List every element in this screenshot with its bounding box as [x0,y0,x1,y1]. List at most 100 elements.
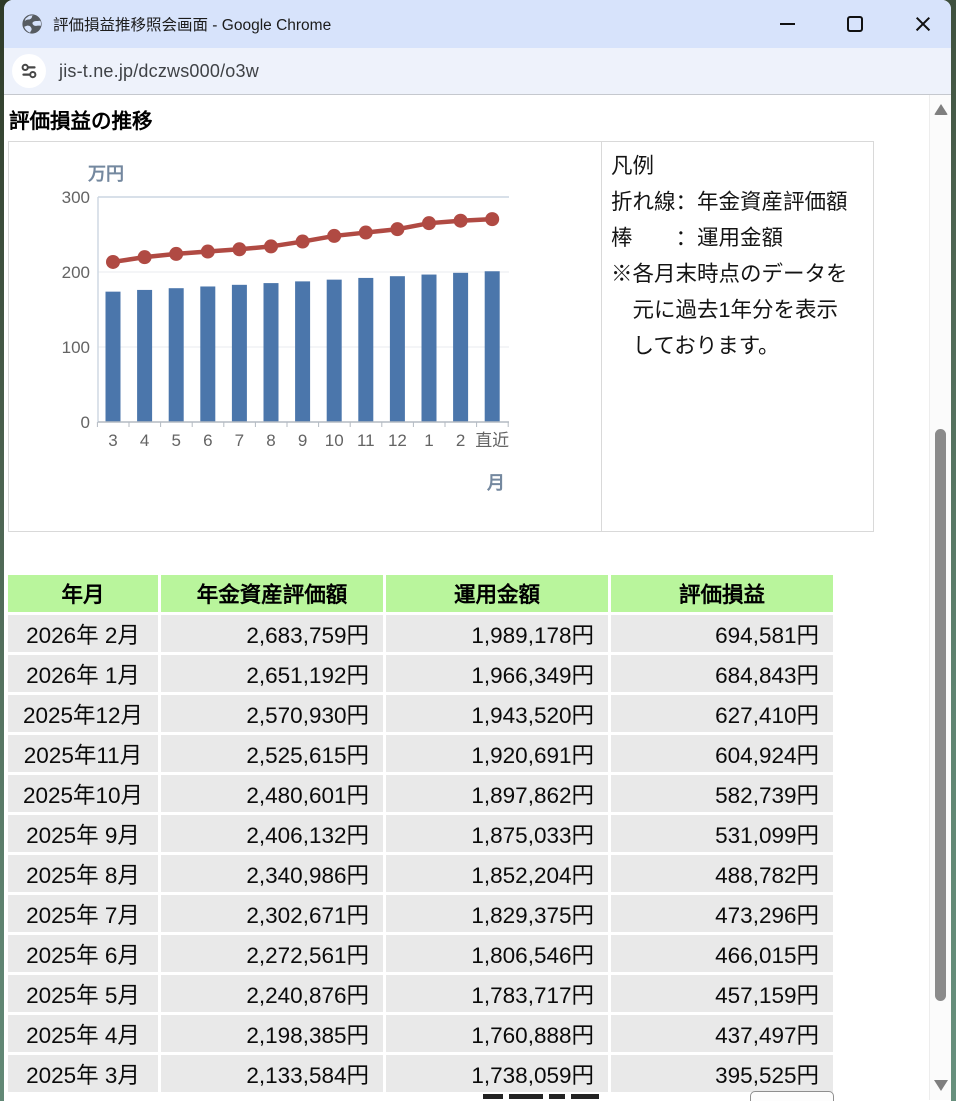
table-row: 2025年 4月 2,198,385円 1,760,888円 437,497円 [8,1015,833,1052]
cell-value: 437,497円 [611,1015,833,1052]
cell-value: 1,875,033円 [386,815,608,852]
table-row: 2026年 1月 2,651,192円 1,966,349円 684,843円 [8,655,833,692]
cell-yearmonth: 2025年 3月 [8,1055,158,1092]
svg-text:8: 8 [266,431,275,450]
site-settings-button[interactable] [12,54,46,88]
table-row: 2025年 5月 2,240,876円 1,783,717円 457,159円 [8,975,833,1012]
legend-line-5: しております。 [611,334,780,358]
column-header-3: 評価損益 [611,575,833,612]
cell-value: 604,924円 [611,735,833,772]
cell-value: 2,525,615円 [161,735,383,772]
cell-yearmonth: 2026年 2月 [8,615,158,652]
cell-value: 694,581円 [611,615,833,652]
url-bar[interactable]: jis-t.ne.jp/dczws000/o3w [4,48,951,95]
cell-value: 1,897,862円 [386,775,608,812]
cell-value: 2,133,584円 [161,1055,383,1092]
cell-yearmonth: 2025年10月 [8,775,158,812]
close-button[interactable] [901,4,945,44]
svg-text:100: 100 [62,338,90,357]
cell-value: 582,739円 [611,775,833,812]
cell-value: 1,852,204円 [386,855,608,892]
window-title: 評価損益推移照会画面 - Google Chrome [53,17,332,34]
cell-value: 457,159円 [611,975,833,1012]
tune-icon [21,63,37,79]
data-table: 年月 年金資産評価額 運用金額 評価損益 2026年 2月 2,683,759円 1,98… [5,572,836,1095]
cell-yearmonth: 2025年 7月 [8,895,158,932]
browser-window: 評価損益推移照会画面 - Google Chrome jis-t.ne.jp/d… [4,0,951,1101]
table-row: 2025年12月 2,570,930円 1,943,520円 627,410円 [8,695,833,732]
scrollbar-down-button[interactable] [934,1080,948,1091]
cell-value: 2,406,132円 [161,815,383,852]
page-content: 評価損益の推移 0 100 200 300 3 4 5 6 7 8 9 10 11 12 1 2 直近 万円月 凡… [4,95,951,1101]
svg-text:11: 11 [357,431,375,450]
cell-value: 531,099円 [611,815,833,852]
maximize-icon [847,16,863,32]
cell-yearmonth: 2025年 6月 [8,935,158,972]
table-row: 2025年11月 2,525,615円 1,920,691円 604,924円 [8,735,833,772]
cell-value: 1,760,888円 [386,1015,608,1052]
clipped-footer-text [483,1094,599,1100]
minimize-icon [779,23,795,25]
svg-text:4: 4 [140,431,149,450]
scrollbar-thumb[interactable] [935,429,946,1001]
legend-line-0: 凡例 [611,154,655,178]
svg-text:0: 0 [81,413,90,432]
column-header-1: 年金資産評価額 [161,575,383,612]
cell-value: 1,738,059円 [386,1055,608,1092]
clipped-footer-button[interactable] [750,1091,834,1101]
cell-yearmonth: 2025年 8月 [8,855,158,892]
table-row: 2025年 6月 2,272,561円 1,806,546円 466,015円 [8,935,833,972]
cell-yearmonth: 2025年 9月 [8,815,158,852]
cell-value: 2,340,986円 [161,855,383,892]
cell-value: 2,480,601円 [161,775,383,812]
page-title: 評価損益の推移 [9,110,153,133]
maximize-button[interactable] [833,4,877,44]
address-url-text[interactable]: jis-t.ne.jp/dczws000/o3w [59,60,259,81]
svg-text:1: 1 [424,431,433,450]
cell-value: 2,570,930円 [161,695,383,732]
cell-value: 2,302,671円 [161,895,383,932]
cell-value: 1,943,520円 [386,695,608,732]
svg-text:10: 10 [325,431,344,450]
cell-value: 1,989,178円 [386,615,608,652]
column-header-2: 運用金額 [386,575,608,612]
chart-panel: 0 100 200 300 3 4 5 6 7 8 9 10 11 12 1 2 直近 万円月 [9,142,601,531]
close-icon [915,16,931,32]
legend-line-4: 元に過去1年分を表示 [611,298,838,322]
table-row: 2025年 8月 2,340,986円 1,852,204円 488,782円 [8,855,833,892]
svg-text:3: 3 [108,431,117,450]
table-row: 2025年 7月 2,302,671円 1,829,375円 473,296円 [8,895,833,932]
table-row: 2026年 2月 2,683,759円 1,989,178円 694,581円 [8,615,833,652]
cell-value: 2,240,876円 [161,975,383,1012]
scrollbar-up-button[interactable] [934,104,948,115]
table-wrap: 年月 年金資産評価額 運用金額 評価損益 2026年 2月 2,683,759円 1,98… [5,572,836,1095]
svg-text:月: 月 [486,473,505,493]
svg-text:9: 9 [298,431,307,450]
cell-value: 2,272,561円 [161,935,383,972]
table-header-row: 年月 年金資産評価額 運用金額 評価損益 [8,575,833,612]
window-controls [765,0,945,48]
legend-line-1: 折れ線：年金資産評価額 [611,190,848,214]
cell-value: 473,296円 [611,895,833,932]
cell-yearmonth: 2025年11月 [8,735,158,772]
cell-value: 1,829,375円 [386,895,608,932]
svg-text:万円: 万円 [87,164,124,184]
cell-yearmonth: 2025年12月 [8,695,158,732]
globe-favicon-icon [22,14,42,34]
svg-text:300: 300 [62,188,90,207]
cell-value: 684,843円 [611,655,833,692]
legend-line-3: ※各月末時点のデータを [611,262,848,286]
minimize-button[interactable] [765,4,809,44]
cell-value: 488,782円 [611,855,833,892]
table-row: 2025年 9月 2,406,132円 1,875,033円 531,099円 [8,815,833,852]
cell-value: 1,783,717円 [386,975,608,1012]
svg-text:直近: 直近 [475,431,509,450]
chart-box: 0 100 200 300 3 4 5 6 7 8 9 10 11 12 1 2 直近 万円月 凡例 折れ線：年金資… [8,141,874,532]
vertical-scrollbar[interactable] [929,95,951,1100]
legend-line-2: 棒 ：運用金額 [611,226,784,250]
svg-text:12: 12 [388,431,407,450]
svg-text:6: 6 [203,431,212,450]
cell-yearmonth: 2025年 4月 [8,1015,158,1052]
column-header-0: 年月 [8,575,158,612]
cell-yearmonth: 2026年 1月 [8,655,158,692]
